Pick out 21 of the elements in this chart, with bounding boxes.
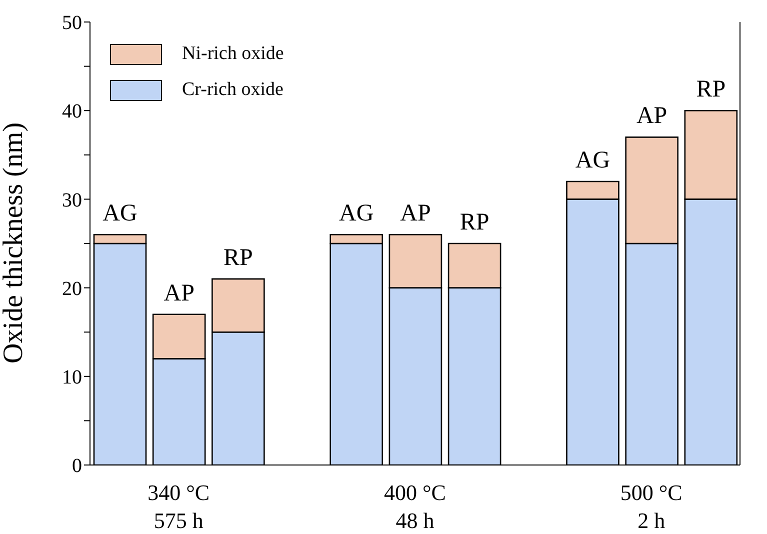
y-tick-label: 30: [62, 189, 82, 212]
text: 400 °C 48 h: [383, 479, 447, 534]
x-tick-label: AG: [339, 200, 374, 227]
y-axis-title: Oxide thickness (nm): [0, 122, 29, 364]
legend-label: Ni-rich oxide: [182, 43, 284, 65]
x-tick-label: AP: [400, 200, 431, 227]
y-tick-label: 40: [62, 100, 82, 123]
y-tick-label: 10: [62, 366, 82, 388]
y-tick-label: 0: [72, 455, 82, 478]
text: 340 °C 575 h: [146, 479, 211, 534]
x-tick-label: AG: [575, 147, 610, 174]
x-tick-label: RP: [696, 76, 726, 103]
x-tick-label: RP: [224, 244, 253, 271]
x-tick-label: AP: [636, 103, 668, 130]
text: 500 °C 2 h: [619, 479, 684, 534]
x-tick-label: RP: [460, 210, 490, 236]
x-tick-label: AP: [164, 280, 194, 306]
y-tick-label: 50: [62, 12, 82, 34]
legend-label: Cr-rich oxide: [182, 79, 284, 101]
y-tick-label: 20: [62, 278, 82, 300]
x-tick-label: AG: [102, 200, 138, 227]
